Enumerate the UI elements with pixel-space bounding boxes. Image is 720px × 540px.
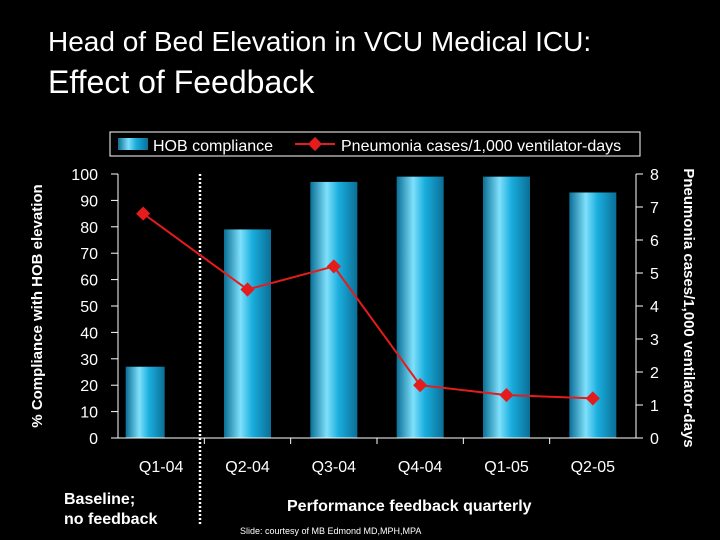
y-tick-label-30: 30 bbox=[80, 352, 98, 369]
bar-q2-04 bbox=[224, 229, 271, 438]
y-tick-label-100: 100 bbox=[71, 167, 98, 184]
x-tick-label-q2-05: Q2-05 bbox=[571, 459, 616, 476]
pneumonia-point-q3-04 bbox=[326, 259, 341, 274]
pneumonia-line bbox=[142, 212, 593, 400]
slide-title-line1: Head of Bed Elevation in VCU Medical ICU… bbox=[48, 26, 592, 57]
feedback-annotation: Performance feedback quarterly bbox=[287, 498, 532, 515]
y2-tick-label-0: 0 bbox=[650, 431, 659, 448]
y-tick-label-80: 80 bbox=[80, 220, 98, 237]
legend-box bbox=[109, 131, 641, 157]
x-tick-label-q1-05: Q1-05 bbox=[484, 459, 529, 476]
pneumonia-point-q2-04 bbox=[240, 282, 255, 297]
bar-q1-04 bbox=[125, 366, 165, 438]
bar-q3-04 bbox=[310, 181, 358, 439]
y-tick-label-70: 70 bbox=[80, 246, 98, 263]
baseline-annotation-line2: no feedback bbox=[64, 511, 158, 528]
x-tick-label-q4-04: Q4-04 bbox=[398, 459, 443, 476]
y2-tick-label-3: 3 bbox=[650, 332, 659, 349]
slide-credit: Slide: courtesy of MB Edmond MD,MPH,MPA bbox=[240, 526, 422, 536]
y2-tick-label-8: 8 bbox=[650, 167, 659, 184]
y2-tick-label-5: 5 bbox=[650, 266, 659, 283]
legend-label-pneumonia: Pneumonia cases/1,000 ventilator-days bbox=[341, 138, 621, 155]
y2-axis-title: Pneumonia cases/1,000 ventilator-days bbox=[680, 168, 697, 447]
y-tick-label-10: 10 bbox=[80, 405, 98, 422]
baseline-annotation: Baseline; no feedback bbox=[64, 490, 157, 530]
y2-tick-label-4: 4 bbox=[650, 299, 659, 316]
x-tick-label-q3-04: Q3-04 bbox=[312, 459, 357, 476]
y2-tick-label-1: 1 bbox=[650, 398, 659, 415]
pneumonia-point-q2-05 bbox=[585, 391, 600, 406]
slide-title-line2: Effect of Feedback bbox=[48, 64, 315, 100]
y2-tick-label-7: 7 bbox=[650, 200, 659, 217]
y-tick-label-90: 90 bbox=[80, 193, 98, 210]
y-tick-label-60: 60 bbox=[80, 273, 98, 290]
pneumonia-point-q1-05 bbox=[499, 388, 514, 403]
pneumonia-point-q4-04 bbox=[413, 378, 428, 393]
y-tick-label-0: 0 bbox=[89, 431, 98, 448]
y-tick-label-20: 20 bbox=[80, 378, 98, 395]
x-tick-label-q2-04: Q2-04 bbox=[225, 459, 270, 476]
y2-tick-label-6: 6 bbox=[650, 233, 659, 250]
legend-swatch-marker bbox=[307, 136, 323, 152]
pneumonia-point-q1-04 bbox=[136, 206, 151, 221]
y-axis-title: % Compliance with HOB elevation bbox=[29, 184, 46, 427]
legend-swatch-bar bbox=[118, 138, 148, 150]
y-tick-label-40: 40 bbox=[80, 325, 98, 342]
legend-label-hob: HOB compliance bbox=[153, 138, 273, 155]
baseline-annotation-line1: Baseline; bbox=[64, 491, 136, 508]
y2-tick-label-2: 2 bbox=[650, 365, 659, 382]
y-tick-label-50: 50 bbox=[80, 299, 98, 316]
bar-q4-04 bbox=[396, 176, 444, 438]
x-tick-label-q1-04: Q1-04 bbox=[139, 459, 184, 476]
